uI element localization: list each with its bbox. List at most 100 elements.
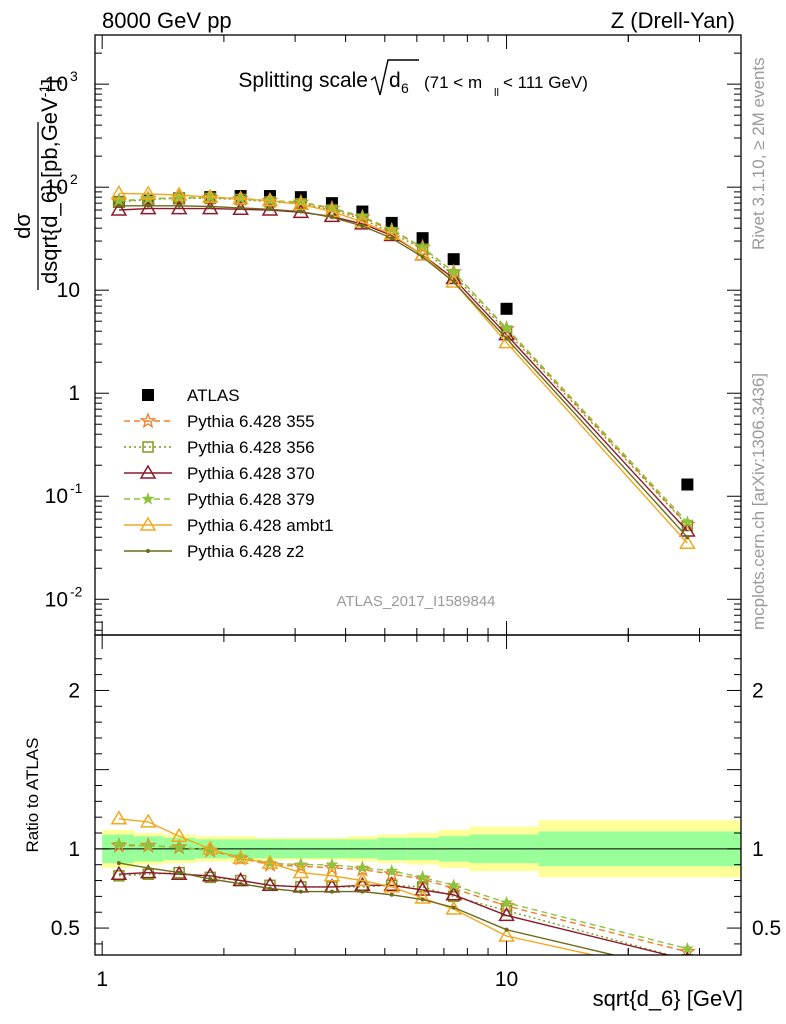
y-tick-label: 10 xyxy=(45,588,68,611)
y-tick-label: 10 xyxy=(45,485,68,508)
main-series xyxy=(110,184,696,549)
legend-marker-py356 xyxy=(142,441,154,453)
ratio-point-py370 xyxy=(498,906,515,922)
legend-marker-pyz2 xyxy=(146,549,150,553)
analysis-label: ATLAS_2017_I1589844 xyxy=(336,593,495,610)
ratio-point-py379 xyxy=(172,840,186,853)
legend-label-pyambt1: Pythia 6.428 ambt1 xyxy=(187,516,333,535)
x-tick-label: 1 xyxy=(96,968,108,991)
header-right: Z (Drell-Yan) xyxy=(611,8,735,33)
ratio-point-pyambt1 xyxy=(110,810,128,825)
main-point-pyz2 xyxy=(329,215,334,220)
ratio-point-pyz2 xyxy=(685,970,689,974)
ratio-point-py355 xyxy=(170,838,188,855)
ratio-point-pyambt1 xyxy=(383,878,401,893)
main-point-py379 xyxy=(499,321,514,334)
ratio-point-pyambt1 xyxy=(261,854,279,869)
ratio-point-pyz2 xyxy=(329,889,334,894)
ratio-py379 xyxy=(112,837,694,955)
ratio-point-py379 xyxy=(500,895,514,909)
main-point-pyambt1 xyxy=(170,186,188,201)
ratio-point-py370 xyxy=(110,865,128,880)
ratio-py356 xyxy=(113,866,694,955)
legend-label-py379: Pythia 6.428 379 xyxy=(187,490,315,509)
ratio-point-py379 xyxy=(325,857,339,871)
ylabel-denominator: dsqrt{d_6} xyxy=(37,184,62,284)
ratio-y-tick-label-right: 1 xyxy=(752,838,764,861)
legend-marker-py379 xyxy=(141,492,155,505)
title-range: (71 < m xyxy=(424,73,482,92)
main-point-py379 xyxy=(680,515,694,528)
main-point-atlas xyxy=(447,253,460,266)
ratio-point-pyz2 xyxy=(177,870,182,875)
ratio-point-pyambt1 xyxy=(292,864,310,879)
main-point-py370 xyxy=(139,200,157,215)
ratio-y-tick-label-right: 2 xyxy=(752,679,764,702)
ratio-point-pyambt1 xyxy=(323,867,341,882)
main-point-pyz2 xyxy=(504,336,509,341)
ratio-bands xyxy=(95,820,741,878)
ratio-point-pyambt1 xyxy=(680,969,694,981)
main-point-atlas xyxy=(681,478,694,491)
ratio-point-py379 xyxy=(680,941,694,955)
title-range-sub: ll xyxy=(494,87,499,99)
main-point-pyambt1 xyxy=(139,185,157,200)
ratio-line-py356 xyxy=(118,871,673,955)
legend-item-py370: Pythia 6.428 370 xyxy=(124,464,315,483)
main-point-atlas xyxy=(416,232,429,245)
main-point-pyz2 xyxy=(420,255,425,260)
ratio-point-pyz2 xyxy=(267,886,272,891)
main-point-py379 xyxy=(325,201,339,214)
plot-title: Splitting scale d 6 (71 < m ll < 111 GeV… xyxy=(238,59,588,99)
main-point-pyz2 xyxy=(360,223,365,228)
main-point-pyambt1 xyxy=(110,184,128,200)
ratio-point-py379 xyxy=(447,878,461,891)
title-range-end: < 111 GeV) xyxy=(503,73,588,92)
legend-item-py355: Pythia 6.428 355 xyxy=(124,412,315,431)
y-tick-exponent: 3 xyxy=(70,68,78,84)
ylabel-dsigma: dσ xyxy=(10,213,35,239)
main-point-pyambt1 xyxy=(261,192,279,207)
ratio-point-pyz2 xyxy=(360,889,365,894)
main-pyz2 xyxy=(116,203,690,540)
ratio-y-tick-label: 2 xyxy=(68,679,80,702)
title-text: Splitting scale xyxy=(238,69,368,92)
ratio-point-pyz2 xyxy=(238,881,243,886)
ratio-pyz2 xyxy=(116,861,689,974)
ratio-point-py379 xyxy=(355,861,369,874)
main-point-pyambt1 xyxy=(679,534,696,549)
x-tick-label: 10 xyxy=(495,968,518,991)
y-tick-label: 10 xyxy=(45,176,68,199)
ratio-line-py370 xyxy=(118,871,671,955)
ratio-line-pyz2 xyxy=(118,862,617,955)
ratio-point-py379 xyxy=(141,838,155,852)
main-point-pyambt1 xyxy=(201,188,219,203)
main-point-py370 xyxy=(110,201,128,216)
legend-marker-pyambt1 xyxy=(139,516,157,531)
header-left: 8000 GeV pp xyxy=(102,8,232,33)
ratio-point-py355 xyxy=(292,857,310,874)
main-point-atlas xyxy=(500,302,513,315)
mcplots-label: mcplots.cern.ch [arXiv:1306.3436] xyxy=(749,373,768,630)
ratio-ylabel: Ratio to ATLAS xyxy=(23,738,42,853)
main-point-pyz2 xyxy=(208,204,213,209)
main-point-pyambt1 xyxy=(414,246,431,261)
main-point-pyz2 xyxy=(267,207,272,212)
main-line-pyz2 xyxy=(118,205,688,538)
ratio-point-py379 xyxy=(415,870,430,883)
main-point-pyz2 xyxy=(451,280,456,285)
legend-label-py355: Pythia 6.428 355 xyxy=(187,412,315,431)
ratio-point-py355 xyxy=(110,836,128,853)
legend-item-atlas: ATLAS xyxy=(142,386,240,405)
ratio-point-pyz2 xyxy=(451,905,456,910)
ratio-point-pyambt1 xyxy=(354,872,371,887)
legend-item-py356: Pythia 6.428 356 xyxy=(124,438,315,457)
ratio-point-pyz2 xyxy=(389,892,394,897)
legend: ATLAS Pythia 6.428 355 Pythia 6.428 356 Pyt… xyxy=(124,386,333,561)
ratio-point-pyz2 xyxy=(298,889,303,894)
ratio-point-pyambt1 xyxy=(445,900,462,915)
ratio-point-pyambt1 xyxy=(414,889,431,904)
ratio-point-py355 xyxy=(323,859,341,875)
